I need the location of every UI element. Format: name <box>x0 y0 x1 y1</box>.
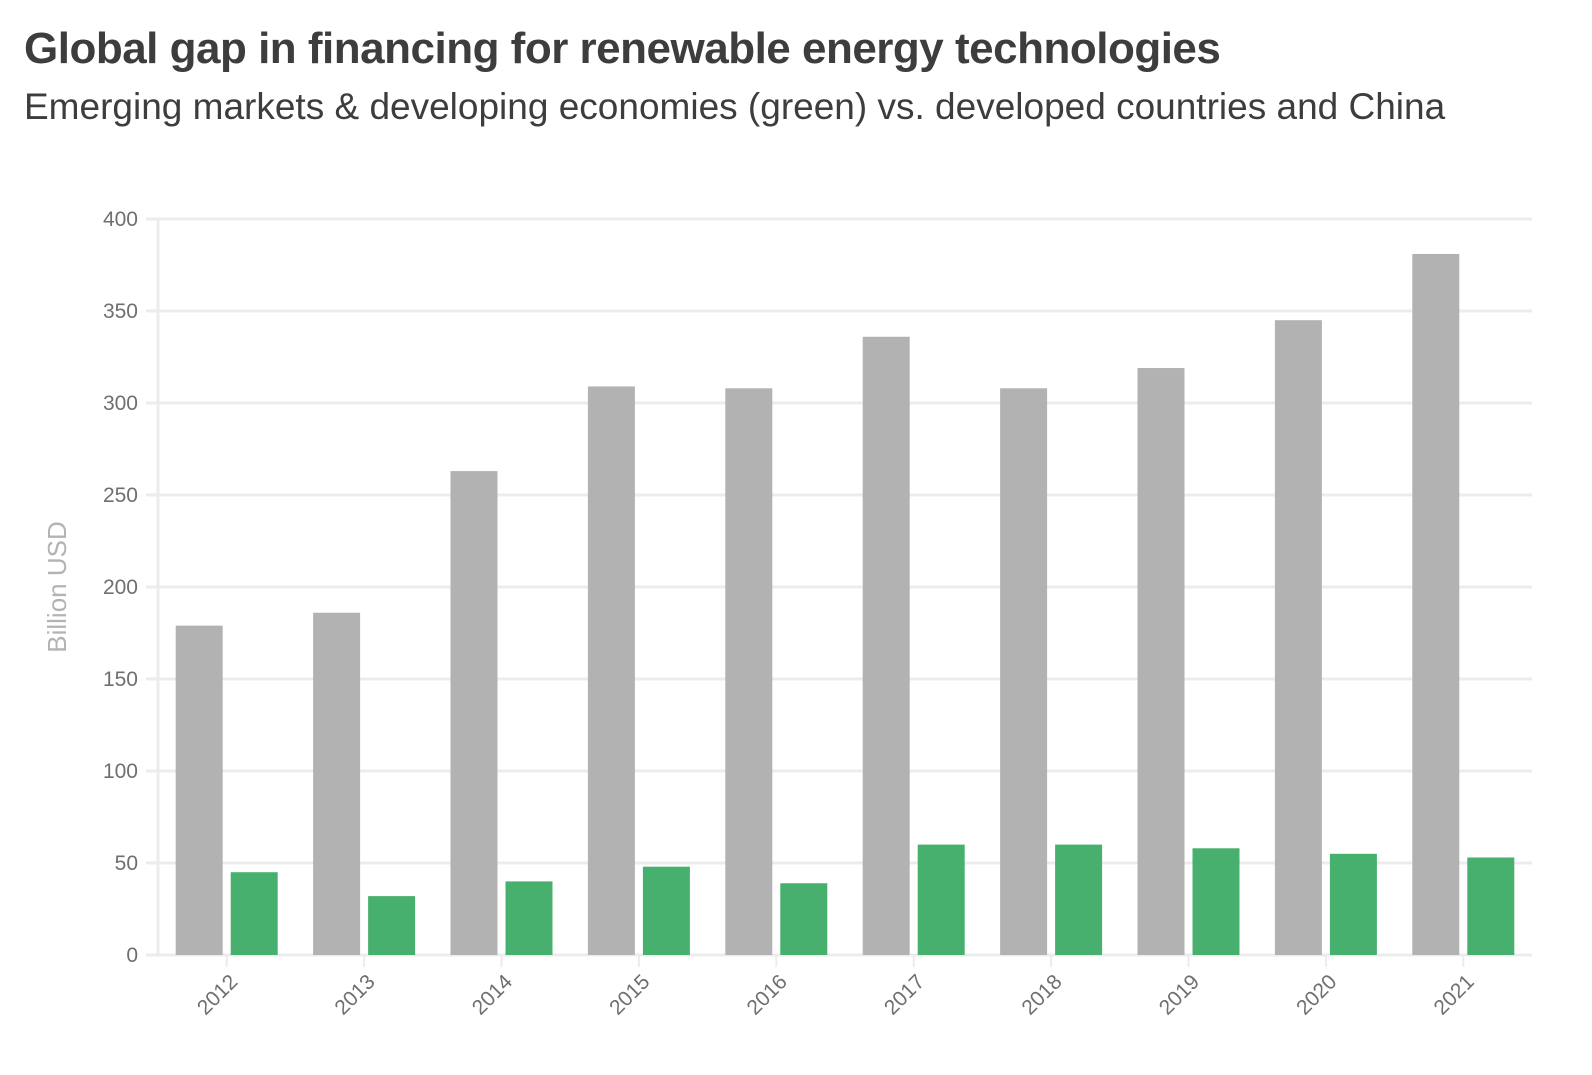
bar-emerging-2019 <box>1192 848 1240 955</box>
bar-developed-2013 <box>313 612 361 955</box>
y-tick-label: 350 <box>103 300 138 323</box>
y-axis-ticks: 0 50 100 150 200 250 300 350 400 <box>103 208 138 967</box>
y-tick-label: 50 <box>115 852 138 875</box>
bar-emerging-2015 <box>642 866 690 955</box>
bar-developed-2016 <box>725 388 773 955</box>
bar-emerging-2014 <box>505 881 553 955</box>
bar-developed-2018 <box>1000 388 1048 955</box>
bar-emerging-2020 <box>1329 853 1377 955</box>
bar-emerging-2017 <box>917 844 965 955</box>
bar-developed-2017 <box>862 336 910 955</box>
bar-developed-2014 <box>450 471 498 955</box>
bar-emerging-2013 <box>368 896 416 955</box>
y-tick-label: 250 <box>103 484 138 507</box>
chart-title: Global gap in financing for renewable en… <box>24 24 1221 73</box>
x-tick-label: 2016 <box>743 970 792 1019</box>
y-tick-label: 300 <box>103 392 138 415</box>
x-tick-label: 2013 <box>330 970 379 1019</box>
bar-developed-2020 <box>1274 320 1322 955</box>
bar-emerging-2018 <box>1055 844 1103 955</box>
bar-developed-2019 <box>1137 368 1185 955</box>
bar-developed-2015 <box>587 386 635 955</box>
bar-developed-2012 <box>175 625 223 955</box>
bar-emerging-2021 <box>1467 857 1515 955</box>
y-tick-label: 200 <box>103 576 138 599</box>
chart-subtitle: Emerging markets & developing economies … <box>24 86 1446 127</box>
y-tick-label: 0 <box>126 944 138 967</box>
bar-developed-2021 <box>1412 253 1460 955</box>
y-tick-label: 100 <box>103 760 138 783</box>
bar-emerging-2012 <box>230 872 278 955</box>
x-tick-label: 2020 <box>1292 970 1341 1019</box>
x-tick-label: 2019 <box>1155 970 1204 1019</box>
x-tick-label: 2012 <box>193 970 242 1019</box>
y-tick-label: 400 <box>103 208 138 231</box>
x-tick-label: 2017 <box>880 970 929 1019</box>
bars <box>175 253 1515 955</box>
x-axis-ticks: 2012 2013 2014 2015 2016 2017 2018 2019 2020 2021 <box>193 955 1479 1020</box>
y-axis-title: Billion USD <box>42 521 72 653</box>
x-tick-label: 2015 <box>605 970 654 1019</box>
x-tick-label: 2014 <box>468 970 518 1020</box>
y-tick-label: 150 <box>103 668 138 691</box>
x-tick-label: 2018 <box>1017 970 1066 1019</box>
x-tick-label: 2021 <box>1430 970 1479 1019</box>
bar-emerging-2016 <box>780 883 828 955</box>
